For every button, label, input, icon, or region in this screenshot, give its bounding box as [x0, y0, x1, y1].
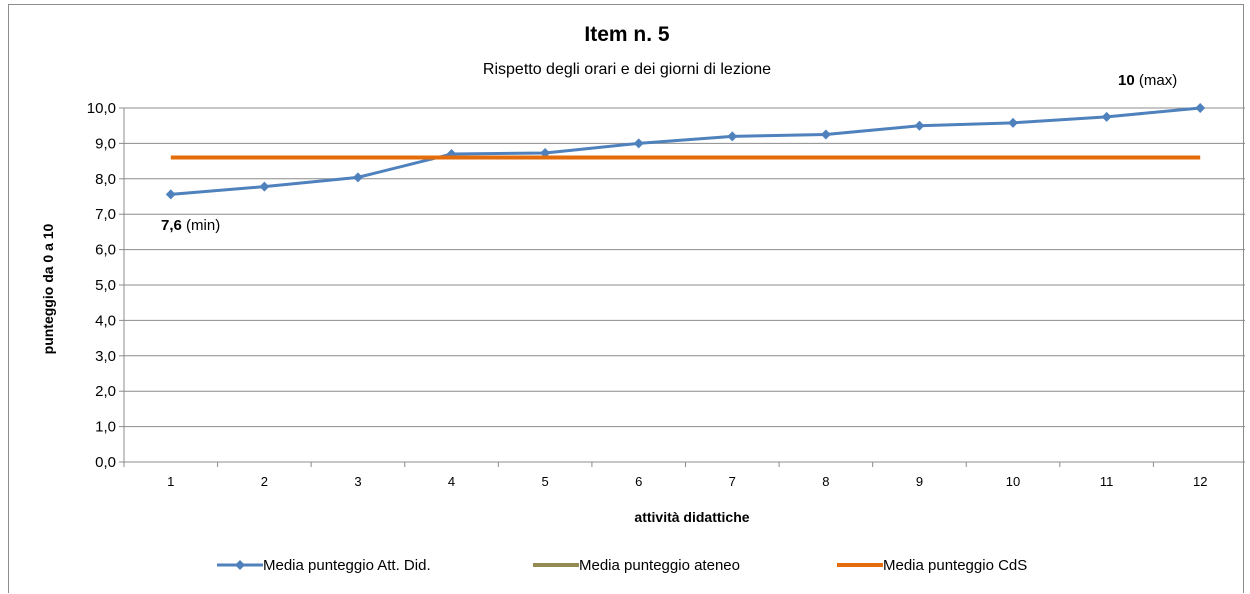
y-tick-label: 8,0: [95, 171, 116, 188]
y-tick-label: 0,0: [95, 454, 116, 471]
data-point: [727, 131, 738, 142]
min-annotation: 7,6 (min): [161, 217, 220, 234]
x-tick-label: 11: [1100, 474, 1114, 489]
data-point: [914, 120, 925, 131]
legend-label-media-punteggio-cds: Media punteggio CdS: [883, 557, 1027, 574]
x-axis-label: attività didattiche: [634, 509, 749, 525]
y-tick-label: 9,0: [95, 135, 116, 152]
max-annotation-suffix: (max): [1135, 72, 1178, 89]
y-tick-label: 4,0: [95, 312, 116, 329]
x-tick-label: 3: [354, 474, 361, 489]
data-point: [820, 129, 831, 140]
x-tick-label: 10: [1006, 474, 1020, 489]
y-tick-label: 5,0: [95, 277, 116, 294]
chart-title: Item n. 5: [584, 23, 670, 46]
x-tick-label: 5: [542, 474, 549, 489]
min-annotation-suffix: (min): [182, 217, 220, 234]
legend-marker: [235, 560, 245, 570]
y-tick-label: 6,0: [95, 242, 116, 259]
x-tick-label: 12: [1193, 474, 1207, 489]
max-annotation-value: 10: [1118, 72, 1135, 89]
data-point: [259, 181, 270, 192]
series-layer: [165, 103, 1206, 200]
axes: 0,01,02,03,04,05,06,07,08,09,010,01 2 3 4 5 6…: [87, 100, 1245, 489]
chart-frame: Item n. 5 Rispetto degli orari e dei gio…: [8, 4, 1245, 593]
y-tick-label: 2,0: [95, 383, 116, 400]
chart-subtitle: Rispetto degli orari e dei giorni di lez…: [483, 61, 771, 78]
max-annotation: 10 (max): [1118, 72, 1177, 89]
x-tick-label: 7: [729, 474, 736, 489]
x-tick-label: 4: [448, 474, 455, 489]
data-point: [1008, 117, 1019, 128]
legend-label-media-punteggio-att-did: Media punteggio Att. Did.: [263, 557, 431, 574]
x-tick-label: 8: [822, 474, 829, 489]
legend-label-media-punteggio-ateneo: Media punteggio ateneo: [579, 557, 740, 574]
y-tick-label: 3,0: [95, 348, 116, 365]
min-annotation-value: 7,6: [161, 217, 182, 234]
data-point: [1195, 103, 1206, 113]
chart-svg: Item n. 5 Rispetto degli orari e dei gio…: [40, 23, 1245, 574]
series-line-media-punteggio-att-did: [170, 106, 1201, 196]
data-point: [165, 189, 176, 200]
data-point: [1101, 111, 1112, 122]
x-tick-label: 6: [635, 474, 642, 489]
y-axis-label: punteggio da 0 a 10: [40, 223, 56, 354]
gridlines: [124, 107, 1245, 428]
y-tick-label: 7,0: [95, 206, 116, 223]
y-tick-label: 10,0: [87, 100, 116, 117]
x-tick-label: 9: [916, 474, 923, 489]
data-point: [633, 138, 644, 149]
legend: Media punteggio Att. Did. Media punteggio…: [217, 557, 1027, 574]
data-point: [352, 172, 363, 183]
x-tick-label: 1: [167, 474, 174, 489]
data-point: [540, 147, 551, 158]
x-tick-label: 2: [261, 474, 268, 489]
y-tick-label: 1,0: [95, 419, 116, 436]
annotations: 10 (max) 7,6 (min): [161, 72, 1177, 234]
